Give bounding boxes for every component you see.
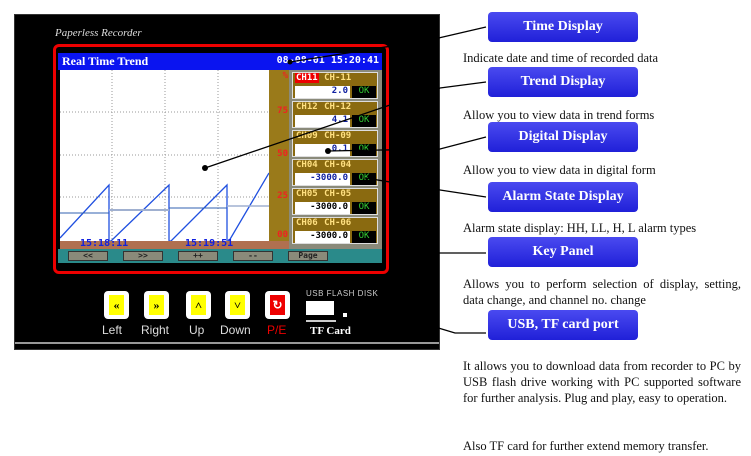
recorder-device: Paperless Recorder Real Time Trend 08-08…: [14, 14, 440, 350]
channel-value: -3000.0: [295, 173, 350, 185]
key-label: Up: [189, 323, 205, 337]
right-key[interactable]: »: [144, 291, 169, 319]
brand-label: Paperless Recorder: [55, 27, 142, 39]
left-key[interactable]: «: [104, 291, 129, 319]
channel-id: CH11: [295, 73, 319, 83]
channel-box: CH12 CH-12 4.1 OK: [292, 101, 378, 128]
return-arrow-icon: ↻: [270, 295, 285, 315]
channel-name: CH-06: [324, 218, 352, 228]
channel-box: CH04 CH-04 -3000.0 OK: [292, 159, 378, 186]
divider: [15, 342, 439, 344]
up-arrow-icon: ˄: [191, 295, 206, 315]
channel-box: CH06 CH-06 -3000.0 OK: [292, 217, 378, 244]
double-left-arrow-icon: «: [109, 295, 124, 315]
scale-label: 75: [277, 106, 288, 116]
percent-scale: % 75 50 25 00: [269, 70, 289, 241]
channel-box: CH11 CH-11 2.0 OK: [292, 72, 378, 99]
status-led: [343, 313, 347, 317]
channel-name: CH-12: [324, 102, 352, 112]
trend-display-callout: Trend Display: [488, 67, 638, 97]
callout-description: Also TF card for further extend memory t…: [463, 439, 709, 453]
time-axis: 15:18:11 15:19:51: [60, 238, 289, 249]
channel-box: CH09 CH-09 0.1 OK: [292, 130, 378, 157]
screen-button-bar: << >> ++ -- Page: [58, 249, 382, 263]
datetime-display: 08-08-01 15:20:41: [276, 55, 379, 66]
zoom-in-button[interactable]: ++: [178, 251, 218, 261]
alarm-status: OK: [352, 115, 376, 127]
key-label: Left: [102, 323, 123, 337]
channel-name: CH-11: [324, 73, 352, 83]
double-right-arrow-icon: »: [149, 295, 164, 315]
alarm-status: OK: [352, 86, 376, 98]
channel-id: CH06: [296, 218, 318, 228]
alarm-status: OK: [352, 202, 376, 214]
pe-key[interactable]: ↻: [265, 291, 290, 319]
zoom-out-button[interactable]: --: [233, 251, 273, 261]
callout-description: Alarm state display: HH, LL, H, L alarm …: [463, 221, 697, 235]
callout-description: Allows you to perform selection of displ…: [463, 277, 741, 307]
time-label: 15:19:51: [185, 238, 234, 249]
channel-id: CH12: [296, 102, 318, 112]
alarm-status: OK: [352, 173, 376, 185]
scale-label: 25: [277, 191, 288, 201]
trend-plot: [59, 70, 270, 242]
channel-name: CH-05: [324, 189, 352, 199]
alarm-status: OK: [352, 231, 376, 243]
screen-title: Real Time Trend: [62, 54, 149, 68]
key-panel-callout: Key Panel: [488, 237, 638, 267]
up-key[interactable]: ˄: [186, 291, 211, 319]
channel-id: CH04: [296, 160, 318, 170]
key-label: P/E: [267, 323, 287, 337]
page-button[interactable]: Page: [288, 251, 328, 261]
channel-box: CH05 CH-05 -3000.0 OK: [292, 188, 378, 215]
usb-tf-port-callout: USB, TF card port: [488, 310, 638, 340]
alarm-state-callout: Alarm State Display: [488, 182, 638, 212]
screen-header: Real Time Trend 08-08-01 15:20:41: [58, 53, 382, 70]
digital-display-callout: Digital Display: [488, 122, 638, 152]
channel-name: CH-04: [324, 160, 352, 170]
scroll-left-button[interactable]: <<: [68, 251, 108, 261]
callout-description: Allow you to view data in digital form: [463, 163, 656, 177]
scale-label: 00: [277, 230, 288, 240]
channel-value: 2.0: [295, 86, 350, 98]
channel-value: 0.1: [295, 144, 350, 156]
key-label: Right: [141, 323, 170, 337]
callout-description: Indicate date and time of recorded data: [463, 51, 659, 65]
channel-id: CH05: [296, 189, 318, 199]
down-key[interactable]: ˅: [225, 291, 250, 319]
key-label: Down: [220, 323, 251, 337]
scale-label: 50: [277, 149, 288, 159]
scroll-right-button[interactable]: >>: [123, 251, 163, 261]
usb-port[interactable]: [306, 301, 334, 315]
callout-description: It allows you to download data from reco…: [463, 359, 741, 405]
channel-value: -3000.0: [295, 231, 350, 243]
callout-description: Allow you to view data in trend forms: [463, 108, 655, 122]
time-display-callout: Time Display: [488, 12, 638, 42]
channel-id: CH09: [296, 131, 318, 141]
screen-frame: [53, 44, 389, 274]
usb-label: USB FLASH DISK: [306, 289, 379, 298]
tf-card-slot[interactable]: [306, 320, 336, 322]
channel-panel: CH11 CH-11 2.0 OK CH12 CH-12 4.1 OK CH09 CH-…: [289, 70, 382, 249]
scale-label: %: [282, 71, 288, 81]
tf-card-label: TF Card: [310, 325, 351, 337]
time-label: 15:18:11: [80, 238, 129, 249]
down-arrow-icon: ˅: [230, 295, 245, 315]
channel-value: -3000.0: [295, 202, 350, 214]
channel-name: CH-09: [324, 131, 352, 141]
